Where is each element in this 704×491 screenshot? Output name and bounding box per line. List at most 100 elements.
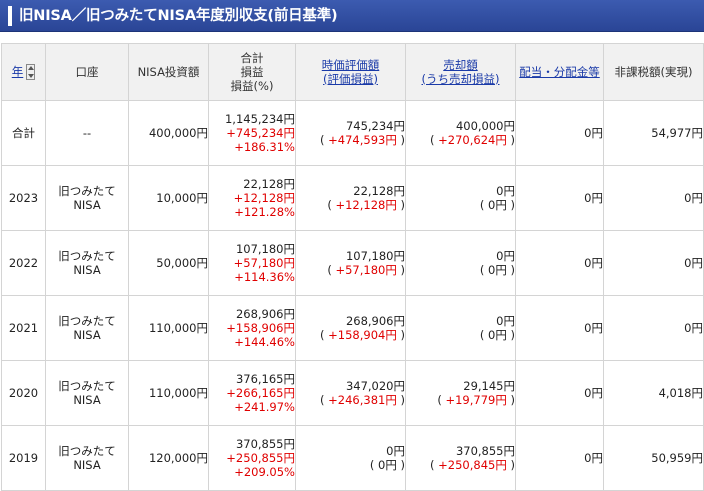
market-value-pl: ( +12,128円 ) — [327, 198, 405, 212]
cell-dividend: 0円 — [515, 425, 604, 491]
header-dividend-link[interactable]: 配当・分配金等 — [519, 65, 600, 79]
cell-dividend: 0円 — [515, 230, 604, 296]
cell-year: 2020 — [1, 360, 46, 426]
cell-market-value: 347,020円( +246,381円 ) — [295, 360, 406, 426]
header-market-value-sub-link[interactable]: (評価損益) — [323, 72, 378, 86]
account-line: -- — [82, 126, 92, 140]
cell-year: 合計 — [1, 100, 46, 166]
header-accent-bar — [8, 6, 12, 26]
header-tax-free: 非課税額(実現) — [603, 43, 704, 101]
cell-account: 旧つみたて NISA — [45, 165, 129, 231]
market-value-pl: ( 0円 ) — [369, 458, 405, 472]
cell-tax-free: 0円 — [603, 165, 704, 231]
cell-account: 旧つみたて NISA — [45, 425, 129, 491]
total-pl-value: +266,165円 — [226, 386, 295, 400]
total-pl-value: +250,855円 — [226, 451, 295, 465]
cell-sold: 400,000円( +270,624円 ) — [405, 100, 516, 166]
total-pl-percent: +144.46% — [234, 335, 295, 349]
cell-investment: 110,000円 — [128, 360, 209, 426]
cell-total-pl: 1,145,234円 +745,234円 +186.31% — [208, 100, 296, 166]
cell-sold: 29,145円( +19,779円 ) — [405, 360, 516, 426]
sold-pl: ( +250,845円 ) — [429, 458, 515, 472]
cell-investment: 400,000円 — [128, 100, 209, 166]
cell-tax-free: 54,977円 — [603, 100, 704, 166]
account-line: 旧つみたて — [58, 379, 116, 393]
header-market-value-link[interactable]: 時価評価額 — [321, 58, 380, 72]
cell-total-pl: 370,855円 +250,855円 +209.05% — [208, 425, 296, 491]
total-value: 268,906円 — [235, 307, 295, 321]
header-total-pl-line: 合計 — [240, 51, 264, 65]
account-line: 旧つみたて — [58, 184, 116, 198]
cell-year: 2022 — [1, 230, 46, 296]
account-line: NISA — [73, 198, 101, 212]
total-value: 376,165円 — [235, 372, 295, 386]
account-line: NISA — [73, 393, 101, 407]
account-line: 旧つみたて — [58, 314, 116, 328]
total-value: 370,855円 — [235, 437, 295, 451]
table-row: 2020 旧つみたて NISA 110,000円 376,165円 +266,165円 +2… — [1, 360, 704, 426]
total-value: 22,128円 — [243, 177, 295, 191]
cell-dividend: 0円 — [515, 100, 604, 166]
total-pl-value: +57,180円 — [233, 256, 295, 270]
account-line: 旧つみたて — [58, 444, 116, 458]
total-pl-percent: +114.36% — [234, 270, 295, 284]
header-market-value[interactable]: 時価評価額 (評価損益) — [295, 43, 406, 101]
sold-value: 29,145円 — [463, 379, 515, 393]
cell-tax-free: 4,018円 — [603, 360, 704, 426]
cell-sold: 0円( 0円 ) — [405, 165, 516, 231]
cell-investment: 50,000円 — [128, 230, 209, 296]
sold-value: 0円 — [496, 184, 515, 198]
header-sold-link[interactable]: 売却額 — [443, 58, 478, 72]
market-value-pl: ( +246,381円 ) — [319, 393, 405, 407]
sold-value: 400,000円 — [455, 119, 515, 133]
cell-market-value: 0円( 0円 ) — [295, 425, 406, 491]
cell-dividend: 0円 — [515, 295, 604, 361]
header-total-pl-line: 損益(%) — [230, 79, 274, 93]
section-header: 旧NISA／旧つみたてNISA年度別収支(前日基準) — [0, 0, 704, 32]
sold-pl: ( 0円 ) — [479, 263, 515, 277]
total-pl-percent: +121.28% — [234, 205, 295, 219]
cell-tax-free: 0円 — [603, 230, 704, 296]
header-total-pl: 合計 損益 損益(%) — [208, 43, 296, 101]
cell-sold: 0円( 0円 ) — [405, 295, 516, 361]
cell-market-value: 22,128円( +12,128円 ) — [295, 165, 406, 231]
header-total-pl-line: 損益 — [240, 65, 264, 79]
cell-total-pl: 268,906円 +158,906円 +144.46% — [208, 295, 296, 361]
cell-dividend: 0円 — [515, 165, 604, 231]
cell-sold: 0円( 0円 ) — [405, 230, 516, 296]
header-sold-sub-link[interactable]: (うち売却損益) — [421, 72, 500, 86]
cell-account: 旧つみたて NISA — [45, 230, 129, 296]
total-pl-value: +745,234円 — [226, 126, 295, 140]
market-value: 268,906円 — [345, 314, 405, 328]
total-pl-percent: +241.97% — [234, 400, 295, 414]
table-row: 合計 -- 400,000円 1,145,234円 +745,234円 +186.31% 7… — [1, 100, 704, 166]
table-row: 2023 旧つみたて NISA 10,000円 22,128円 +12,128円 +121.… — [1, 165, 704, 231]
cell-tax-free: 50,959円 — [603, 425, 704, 491]
header-dividend[interactable]: 配当・分配金等 — [515, 43, 604, 101]
market-value: 347,020円 — [345, 379, 405, 393]
cell-investment: 120,000円 — [128, 425, 209, 491]
sold-pl: ( +270,624円 ) — [429, 133, 515, 147]
header-account: 口座 — [45, 43, 129, 101]
cell-year: 2019 — [1, 425, 46, 491]
cell-account: 旧つみたて NISA — [45, 360, 129, 426]
total-pl-percent: +209.05% — [234, 465, 295, 479]
market-value-pl: ( +158,904円 ) — [319, 328, 405, 342]
market-value: 22,128円 — [353, 184, 405, 198]
header-investment: NISA投資額 — [128, 43, 209, 101]
sort-year-link[interactable]: 年 — [11, 64, 24, 79]
market-value-pl: ( +474,593円 ) — [319, 133, 405, 147]
section-title: 旧NISA／旧つみたてNISA年度別収支(前日基準) — [19, 8, 338, 24]
total-pl-percent: +186.31% — [234, 140, 295, 154]
account-line: NISA — [73, 263, 101, 277]
total-pl-value: +12,128円 — [233, 191, 295, 205]
cell-market-value: 745,234円( +474,593円 ) — [295, 100, 406, 166]
header-sold[interactable]: 売却額 (うち売却損益) — [405, 43, 516, 101]
sold-pl: ( 0円 ) — [479, 328, 515, 342]
cell-tax-free: 0円 — [603, 295, 704, 361]
table-header-row: 年 口座 NISA投資額 合計 損益 損益(%) 時価評価額 (評価損益) 売却… — [1, 43, 704, 101]
header-year[interactable]: 年 — [1, 43, 46, 101]
sold-pl: ( 0円 ) — [479, 198, 515, 212]
sort-toggle-icon[interactable] — [26, 64, 36, 80]
cell-year: 2021 — [1, 295, 46, 361]
